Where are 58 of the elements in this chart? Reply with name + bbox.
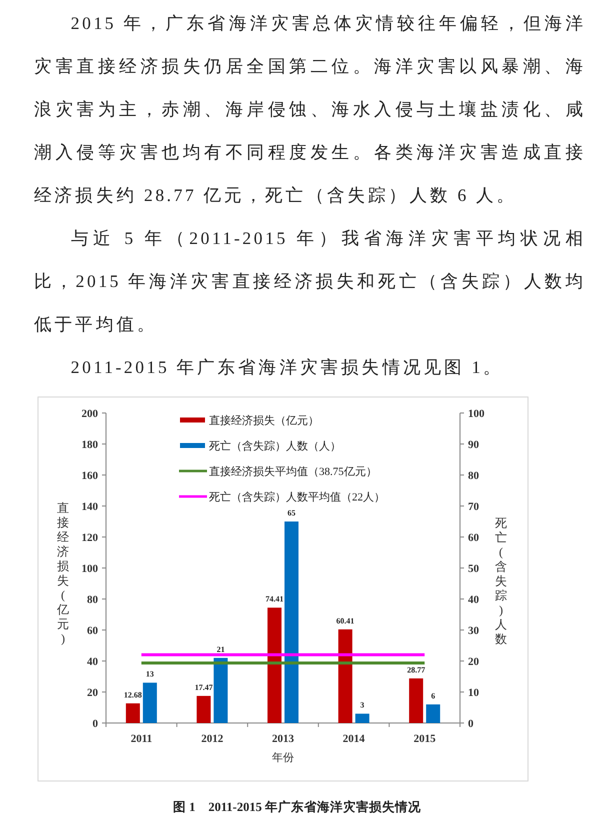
data-label: 65: [288, 508, 296, 518]
y-tick-label: 100: [82, 563, 98, 575]
x-tick-label: 2013: [272, 733, 294, 745]
text: 2015 年，广东省海洋灾害总体灾情较往年偏轻，但海洋灾害直接经济损失仍居全国第二位。海洋灾害以风暴潮、海浪灾害为主，赤潮、海岸侵蚀、海水入侵与土壤盐渍化、咸潮入侵等灾害也均有不同程度发生。各类海洋灾害造成直接经济损失约 28.77 亿元，死亡（含失踪）人数 6 人。: [34, 13, 586, 205]
data-label: 17.47: [194, 682, 213, 692]
data-label: 13: [146, 670, 154, 679]
legend-label: 死亡（含失踪）人数（人）: [209, 440, 341, 452]
x-tick-label: 2015: [414, 733, 436, 745]
text: 2011-2015 年广东省海洋灾害损失情况见图 1。: [70, 356, 505, 379]
bar: [355, 714, 370, 723]
text: 与近 5 年（2011-2015 年）我省海洋灾害平均状况相比，2015 年海洋灾害直接经济损失和死亡（含失踪）人数均低于平均值。: [34, 228, 586, 334]
bar: [196, 696, 211, 723]
bar: [142, 682, 157, 723]
text: 直接经济损失(亿元): [57, 501, 69, 646]
y2-tick-label: 70: [468, 501, 480, 513]
legend-label: 直接经济损失平均值（38.75亿元）: [209, 465, 377, 478]
legend-label: 死亡（含失踪）人数平均值（22人）: [209, 490, 385, 504]
data-label: 74.41: [266, 594, 284, 604]
x-tick-label: 2012: [201, 733, 224, 745]
y2-tick-label: 100: [468, 408, 485, 420]
data-label: 21: [216, 644, 225, 654]
y2-tick-label: 30: [468, 625, 480, 637]
y-tick-label: 160: [82, 470, 98, 482]
y2-tick-label: 20: [468, 656, 480, 668]
bar: [126, 703, 140, 723]
data-label: 60.41: [336, 616, 354, 626]
y2-tick-label: 60: [468, 532, 480, 544]
text: 死亡(含失踪)人数: [495, 516, 507, 646]
data-label: 12.68: [124, 690, 142, 700]
bar: [409, 678, 424, 723]
y-tick-label: 180: [82, 439, 98, 451]
legend-label: 直接经济损失（亿元）: [209, 414, 319, 427]
x-tick-label: 2011: [130, 733, 152, 745]
y-tick-label: 0: [92, 718, 98, 730]
x-axis-title: 年份: [272, 752, 294, 764]
y-tick-label: 80: [87, 594, 98, 606]
y-tick-label: 40: [87, 656, 98, 668]
y2-tick-label: 50: [468, 563, 480, 575]
data-label: 6: [431, 691, 436, 700]
y-tick-label: 200: [82, 408, 98, 420]
bar: [214, 658, 228, 723]
y-tick-label: 120: [82, 532, 98, 544]
y2-tick-label: 90: [468, 439, 480, 451]
y-tick-label: 60: [87, 625, 98, 637]
data-label: 28.77: [407, 665, 426, 674]
bar: [426, 704, 440, 723]
x-tick-label: 2014: [342, 733, 366, 745]
bar: [338, 629, 352, 723]
bar: [284, 522, 298, 723]
data-label: 3: [360, 700, 364, 710]
y2-tick-label: 40: [468, 594, 480, 606]
y2-tick-label: 0: [468, 718, 474, 730]
y-tick-label: 20: [87, 687, 98, 699]
y2-tick-label: 10: [468, 687, 480, 699]
text: 图 1 2011-2015 年广东省海洋灾害损失情况: [173, 799, 422, 814]
y-tick-label: 140: [82, 501, 98, 513]
bar: [268, 608, 282, 723]
y2-tick-label: 80: [468, 470, 480, 482]
